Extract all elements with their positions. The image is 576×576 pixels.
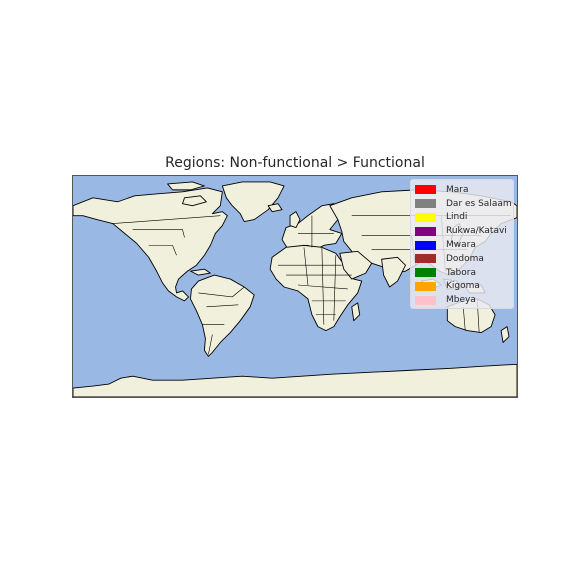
- legend-label: Dar es Salaam: [446, 198, 512, 209]
- caribbean-island: [190, 268, 211, 276]
- africa-landmass: [269, 244, 363, 332]
- iceland-landmass: [267, 203, 283, 213]
- arabia-landmass: [339, 250, 373, 280]
- legend-label: Mbeya: [446, 295, 476, 306]
- legend-swatch: [415, 240, 436, 250]
- legend-label: Mara: [446, 184, 469, 195]
- arctic-island: [182, 195, 207, 207]
- legend-label: Tabora: [446, 267, 476, 278]
- arctic-island: [167, 181, 205, 191]
- legend-swatch: [415, 254, 436, 264]
- legend-label: Dodoma: [446, 253, 484, 264]
- legend-item: Dodoma: [415, 252, 509, 266]
- legend-label: Lindi: [446, 212, 468, 223]
- map-title: Regions: Non-functional > Functional: [165, 155, 425, 171]
- legend-swatch: [415, 185, 436, 195]
- greenland-landmass: [221, 181, 285, 223]
- legend-label: Rukwa/Katavi: [446, 226, 507, 237]
- legend-item: Mwara: [415, 238, 509, 252]
- legend-item: Lindi: [415, 211, 509, 225]
- legend: Mara Dar es Salaam Lindi Rukwa/Katavi Mw…: [410, 179, 514, 309]
- south-america-landmass: [190, 274, 255, 357]
- britain-landmass: [289, 211, 301, 228]
- legend-item: Tabora: [415, 266, 509, 280]
- legend-item: Kigoma: [415, 280, 509, 294]
- legend-swatch: [415, 295, 436, 305]
- legend-label: Kigoma: [446, 281, 480, 292]
- india-landmass: [381, 256, 406, 288]
- madagascar-landmass: [351, 302, 361, 322]
- legend-label: Mwara: [446, 240, 476, 251]
- legend-swatch: [415, 199, 436, 209]
- legend-item: Dar es Salaam: [415, 197, 512, 211]
- legend-item: Mbeya: [415, 293, 509, 307]
- legend-swatch: [415, 268, 436, 278]
- north-america-landmass: [73, 187, 228, 302]
- legend-item: Mara: [415, 183, 509, 197]
- legend-swatch: [415, 226, 436, 236]
- legend-swatch: [415, 212, 436, 222]
- antarctica-landmass: [73, 363, 517, 397]
- new-zealand-landmass: [500, 326, 510, 343]
- legend-item: Rukwa/Katavi: [415, 224, 509, 238]
- legend-swatch: [415, 281, 436, 291]
